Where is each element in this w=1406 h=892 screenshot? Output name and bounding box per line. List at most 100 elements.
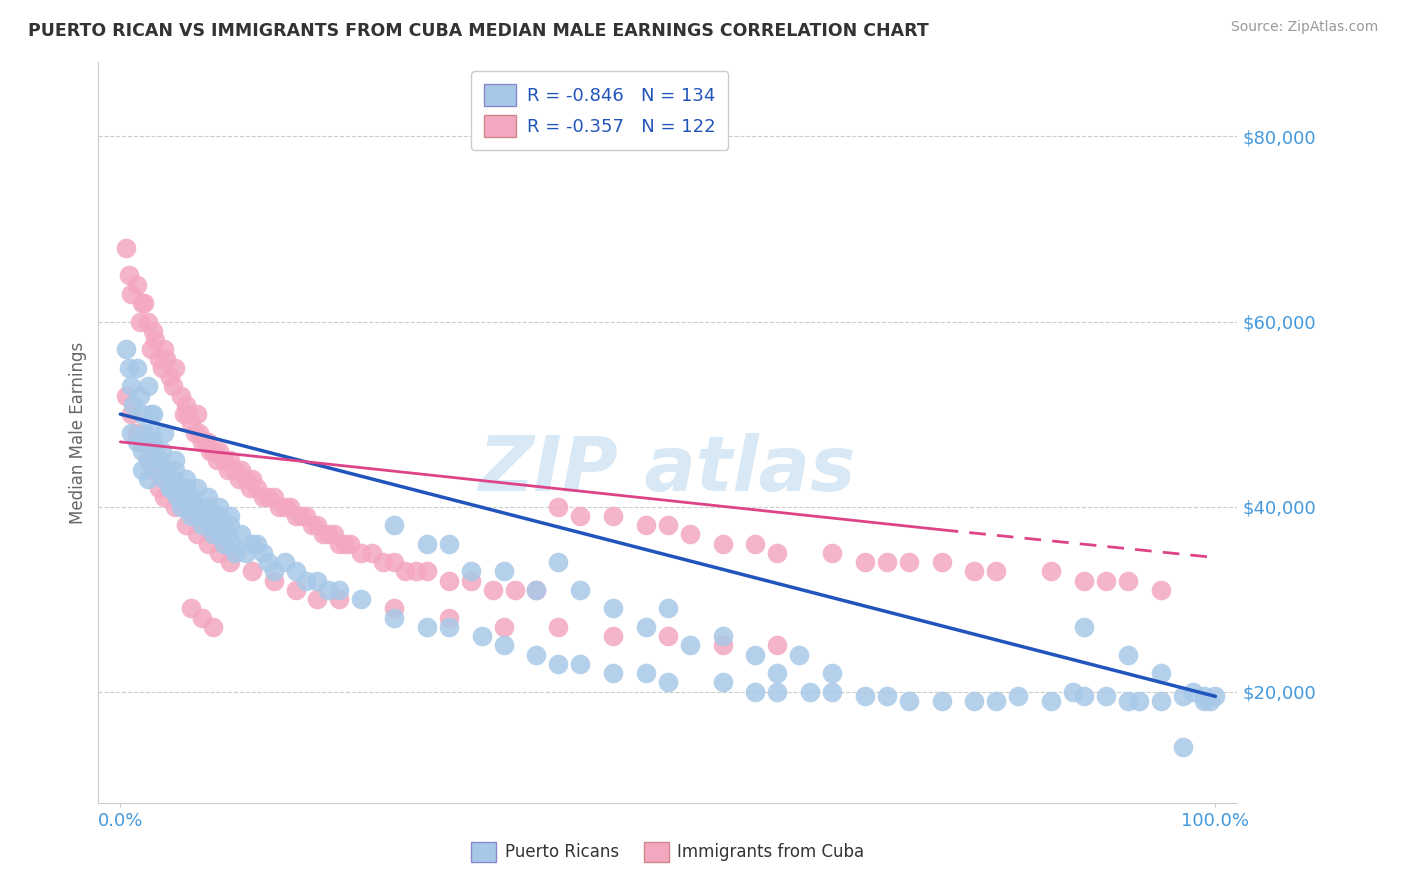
Point	[766, 639, 789, 653]
Point	[350, 546, 373, 560]
Point	[131, 296, 153, 310]
Point	[150, 444, 173, 458]
Point	[1095, 690, 1118, 704]
Point	[257, 555, 280, 569]
Point	[214, 518, 236, 533]
Point	[328, 582, 350, 597]
Point	[191, 508, 214, 523]
Point	[986, 694, 1008, 708]
Point	[235, 546, 257, 560]
Point	[460, 565, 482, 579]
Point	[139, 343, 162, 357]
Point	[711, 536, 734, 550]
Point	[876, 555, 898, 569]
Point	[437, 610, 460, 624]
Point	[224, 462, 246, 476]
Point	[1182, 685, 1205, 699]
Point	[382, 610, 405, 624]
Point	[278, 500, 301, 514]
Point	[1007, 690, 1029, 704]
Point	[284, 582, 307, 597]
Point	[131, 444, 153, 458]
Point	[229, 462, 252, 476]
Point	[876, 690, 898, 704]
Point	[142, 324, 165, 338]
Point	[174, 481, 197, 495]
Point	[1171, 690, 1194, 704]
Point	[1116, 694, 1139, 708]
Point	[382, 601, 405, 615]
Point	[744, 685, 766, 699]
Point	[131, 407, 153, 421]
Point	[186, 481, 208, 495]
Point	[184, 500, 207, 514]
Point	[150, 360, 173, 375]
Point	[284, 565, 307, 579]
Point	[131, 462, 153, 476]
Point	[897, 555, 920, 569]
Point	[547, 620, 569, 634]
Point	[125, 425, 148, 440]
Point	[162, 472, 184, 486]
Point	[136, 453, 159, 467]
Point	[208, 444, 231, 458]
Point	[221, 536, 243, 550]
Point	[284, 508, 307, 523]
Point	[1171, 740, 1194, 755]
Point	[148, 351, 170, 366]
Point	[1149, 666, 1171, 681]
Point	[240, 472, 263, 486]
Point	[153, 472, 176, 486]
Point	[142, 462, 165, 476]
Point	[657, 601, 679, 615]
Point	[217, 527, 239, 541]
Point	[569, 582, 592, 597]
Point	[1199, 694, 1222, 708]
Point	[634, 518, 657, 533]
Point	[240, 536, 263, 550]
Point	[165, 462, 187, 476]
Point	[679, 527, 702, 541]
Point	[657, 629, 679, 643]
Point	[711, 629, 734, 643]
Point	[986, 565, 1008, 579]
Point	[405, 565, 427, 579]
Point	[963, 565, 986, 579]
Point	[120, 425, 142, 440]
Point	[202, 527, 225, 541]
Point	[252, 491, 274, 505]
Point	[218, 453, 240, 467]
Point	[229, 527, 252, 541]
Point	[437, 536, 460, 550]
Point	[1194, 694, 1216, 708]
Point	[139, 407, 162, 421]
Point	[197, 500, 219, 514]
Point	[159, 481, 181, 495]
Point	[218, 508, 240, 523]
Point	[159, 370, 181, 384]
Point	[218, 555, 240, 569]
Point	[634, 620, 657, 634]
Point	[1073, 574, 1095, 588]
Point	[1204, 690, 1226, 704]
Point	[173, 407, 195, 421]
Point	[166, 491, 188, 505]
Point	[290, 508, 312, 523]
Point	[931, 694, 953, 708]
Point	[198, 444, 221, 458]
Point	[963, 694, 986, 708]
Point	[766, 546, 789, 560]
Point	[853, 690, 876, 704]
Point	[153, 425, 176, 440]
Point	[634, 666, 657, 681]
Point	[169, 481, 191, 495]
Point	[174, 398, 197, 412]
Point	[602, 601, 624, 615]
Point	[145, 333, 167, 347]
Point	[295, 574, 318, 588]
Point	[1116, 574, 1139, 588]
Point	[602, 629, 624, 643]
Point	[416, 620, 439, 634]
Point	[155, 462, 177, 476]
Point	[125, 434, 148, 449]
